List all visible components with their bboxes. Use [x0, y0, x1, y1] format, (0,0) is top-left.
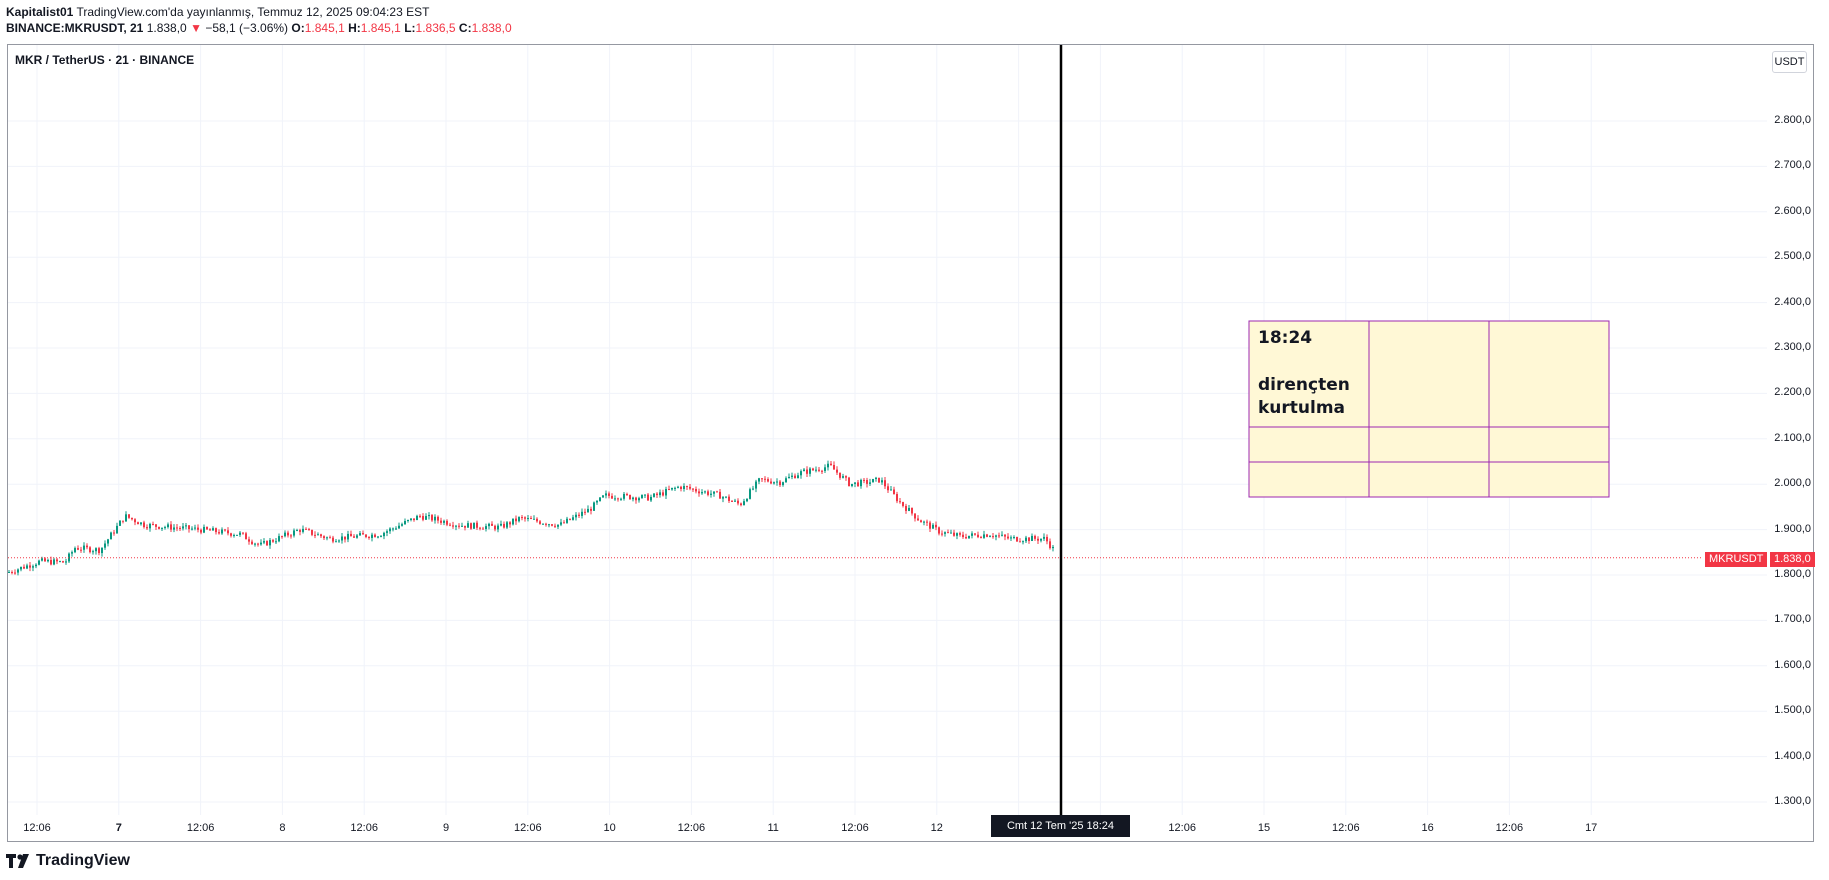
price-axis-label: 1.400,0 [1774, 749, 1811, 762]
price-tag-symbol: MKRUSDT [1705, 552, 1768, 567]
ohlc-line: BINANCE:MKRUSDT, 21 1.838,0 ▼ −58,1 (−3.… [6, 21, 512, 35]
symbol-name[interactable]: BINANCE:MKRUSDT, 21 [6, 21, 144, 35]
price-axis-label: 1.900,0 [1774, 522, 1811, 535]
time-axis-label: 11 [767, 822, 779, 834]
tradingview-logo-icon [6, 854, 29, 868]
open-label: O: [291, 21, 305, 35]
time-axis-label: 12:06 [1168, 822, 1196, 834]
time-axis-label: 17 [1585, 822, 1598, 834]
close-label: C: [458, 21, 472, 35]
time-axis-label: 15 [1257, 822, 1271, 834]
crosshair-time-label: Cmt 12 Tem '25 18:24 [991, 815, 1130, 837]
price-axis-label: 2.100,0 [1774, 431, 1811, 444]
note-time: 18:24 [1258, 328, 1313, 348]
price-change: −58,1 (−3.06%) [205, 21, 289, 35]
high-label: H: [348, 21, 361, 35]
price-axis-label: 2.800,0 [1774, 114, 1811, 126]
time-axis-label: 8 [279, 822, 286, 834]
time-axis-label: 12:06 [841, 822, 869, 834]
brand-name: TradingView [36, 852, 130, 869]
price-axis-label: 2.500,0 [1774, 250, 1811, 263]
chart-pane[interactable] [7, 44, 1814, 842]
note-text-2: kurtulma [1258, 398, 1346, 418]
time-axis-label: 9 [442, 822, 450, 834]
open-value: 1.845,1 [304, 21, 345, 35]
time-axis-label: 7 [115, 822, 122, 834]
time-axis-label: 12:06 [514, 822, 542, 834]
author-name[interactable]: Kapitalist01 [6, 5, 74, 19]
price-axis-label: 1.500,0 [1774, 704, 1811, 717]
price-axis-label: 2.400,0 [1774, 295, 1811, 308]
price-axis-label: 2.600,0 [1774, 204, 1811, 217]
tradingview-logo[interactable]: TradingView [6, 852, 130, 870]
currency-button[interactable]: USDT [1772, 51, 1807, 73]
time-axis-label: 16 [1421, 822, 1434, 834]
time-axis-label: 12:06 [186, 822, 215, 834]
price-axis-label: 1.600,0 [1774, 658, 1811, 671]
chart-symbol-label: MKR / TetherUS · 21 · BINANCE [15, 53, 195, 67]
time-axis-label: 12:06 [1332, 822, 1360, 834]
price-tag-value: 1.838,0 [1770, 552, 1815, 567]
time-axis-label: 10 [603, 822, 616, 834]
high-value: 1.845,1 [360, 21, 401, 35]
price-axis-label: 2.200,0 [1774, 386, 1811, 399]
note-text-1: dirençten [1258, 375, 1350, 395]
price-axis-label: 1.800,0 [1774, 568, 1811, 580]
low-label: L: [404, 21, 416, 35]
publication-line: Kapitalist01 TradingView.com'da yayınlan… [6, 5, 429, 19]
time-axis-label: 12 [930, 822, 943, 834]
down-arrow-icon: ▼ [190, 21, 202, 35]
time-axis-label: 12:06 [1495, 822, 1524, 834]
close-value: 1.838,0 [471, 21, 512, 35]
price-axis-label: 2.300,0 [1774, 341, 1811, 353]
publication-info: TradingView.com'da yayınlanmış, Temmuz 1… [76, 5, 430, 19]
time-axis-label: 12:06 [350, 822, 378, 834]
price-axis-label: 1.700,0 [1774, 613, 1811, 626]
low-value: 1.836,5 [415, 21, 456, 35]
time-axis-label: 12:06 [677, 822, 706, 834]
price-axis-label: 2.700,0 [1774, 159, 1811, 172]
price-axis-label: 1.300,0 [1774, 795, 1811, 807]
price-axis-label: 2.000,0 [1774, 477, 1811, 490]
time-axis-label: 12:06 [23, 822, 51, 834]
last-price: 1.838,0 [146, 21, 187, 35]
